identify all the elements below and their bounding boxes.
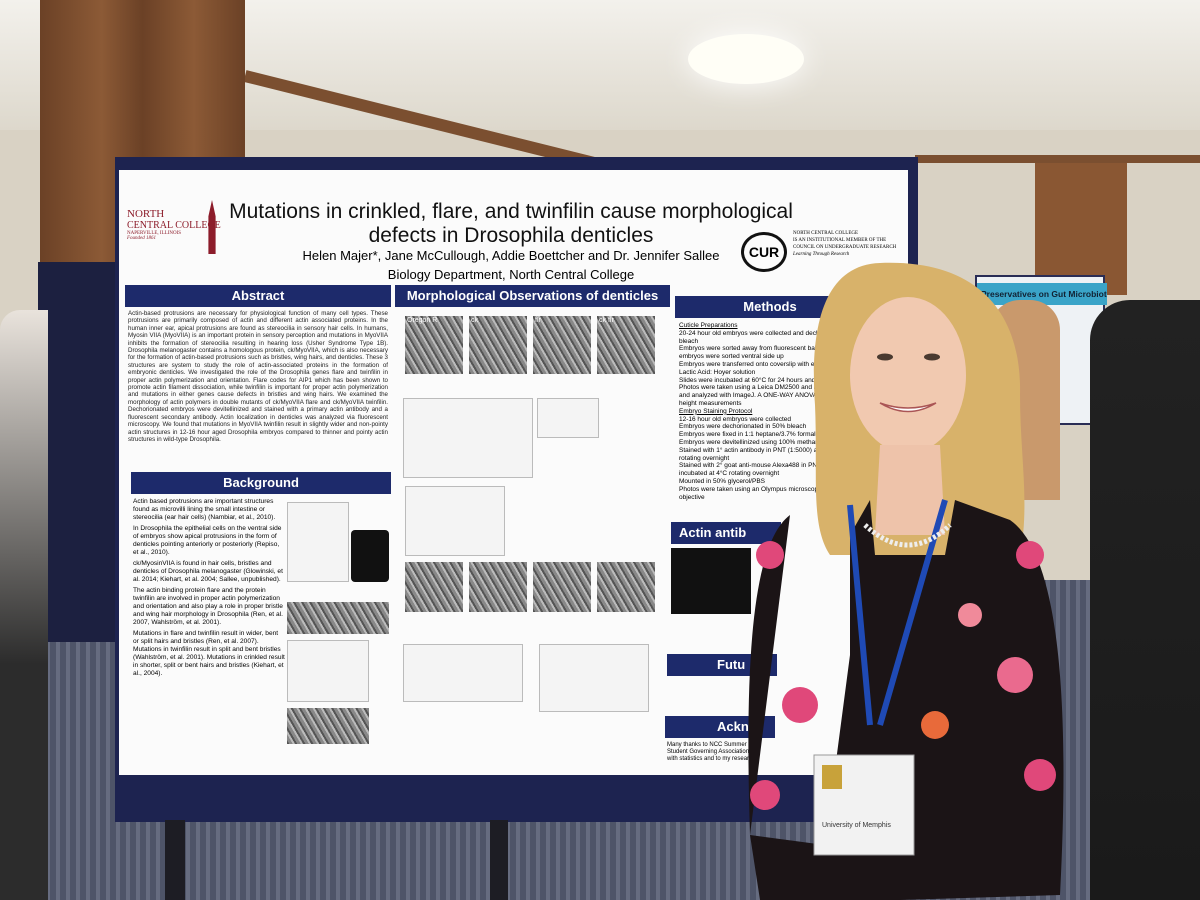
background-list: Actin based protrusions are important st… (133, 498, 285, 768)
necklace (863, 523, 952, 548)
micrograph (469, 316, 527, 374)
logo-text: NORTH (127, 208, 165, 220)
ceiling-light (688, 34, 804, 84)
eye (877, 353, 893, 361)
logo-text: NAPERVILLE, ILLINOIS (127, 231, 182, 236)
figure (403, 644, 523, 702)
easel-leg (490, 820, 508, 900)
badge-text: University of Memphis (822, 822, 891, 829)
fluorescence-image (671, 548, 751, 614)
person (1090, 300, 1200, 900)
micrograph (597, 562, 655, 612)
method-item: 20-24 hour old embryos were collected an… (679, 329, 854, 345)
method-item: Stained with 1° actin antibody in PNT (1… (679, 446, 855, 462)
micrograph (533, 316, 591, 374)
micrograph (405, 316, 463, 374)
micrograph (405, 562, 463, 612)
poster-title: Mutations in crinkled, flare, and twinfi… (229, 200, 793, 247)
badge-logo (822, 765, 842, 789)
method-item: Photos were taken using a Leica DM2500 a… (679, 384, 862, 407)
display-board (38, 262, 120, 642)
micrograph (597, 316, 655, 374)
section-heading: Futu (667, 654, 777, 676)
figure-label: ck flr (599, 317, 614, 324)
method-item: Cuticle Preparations (679, 322, 738, 329)
section-heading: Actin antib (671, 522, 781, 544)
figure (287, 602, 389, 634)
method-item: Embryos were transferred onto coverslip … (679, 360, 860, 376)
eye (924, 353, 940, 361)
figure (539, 644, 649, 712)
department: Biology Department, North Central Colleg… (387, 267, 635, 282)
logo-text: Founded 1861 (127, 236, 157, 241)
wood-panel (1035, 155, 1127, 295)
method-item: Embryo Staining Protocol (679, 407, 753, 415)
method-item: Photos were taken using an Olympus micro… (679, 485, 857, 501)
section-heading: Abstract (125, 285, 391, 307)
method-item: Embryos were dechorionated in 50% bleach (679, 423, 807, 431)
neck (875, 445, 945, 535)
bullet: Mutations in flare and twinfilin result … (133, 630, 285, 677)
side-sign: Preservatives on Gut Microbiota (977, 283, 1107, 305)
smile (879, 402, 937, 413)
figure (287, 708, 369, 744)
authors: Helen Majer*, Jane McCullough, Addie Boe… (302, 248, 720, 263)
micrograph (533, 562, 591, 612)
cur-line: IS AN INSTITUTIONAL MEMBER OF THE (793, 238, 887, 243)
method-item: Stained with 2° goat anti-mouse Alexa488… (679, 462, 857, 478)
cur-line: NORTH CENTRAL COLLEGE (793, 231, 859, 236)
person (0, 310, 48, 900)
method-item: Mounted in 50% glycerol/PBS (679, 477, 765, 485)
figure (287, 640, 369, 702)
figure-label: flr (535, 317, 541, 324)
cur-mark: CUR (741, 232, 787, 272)
poster: Mutations in crinkled, flare, and twinfi… (119, 170, 908, 775)
floral-print (750, 541, 1056, 810)
figure-label: Oregon R (407, 317, 438, 324)
method-item: Embryos were devitellinized using 100% m… (679, 438, 824, 446)
cur-line: Learning Through Research (793, 252, 850, 257)
abstract-text: Actin-based protrusions are necessary fo… (128, 310, 388, 443)
method-item: Embryos were fixed in 1:1 heptane/3.7% f… (679, 431, 868, 439)
logo-text: CENTRAL COLLEGE (127, 220, 221, 231)
methods-list: Cuticle Preparations 20-24 hour old embr… (679, 322, 869, 512)
method-item: Slides were incubated at 60°C for 24 hou… (679, 376, 837, 384)
figure-label: ck (471, 317, 478, 324)
ack-text: Many thanks to NCC Summer Student Govern… (667, 742, 756, 762)
face (850, 297, 966, 453)
presenter (748, 262, 1064, 900)
section-heading: Ackn (665, 716, 775, 738)
cur-text: NORTH CENTRAL COLLEGE IS AN INSTITUTIONA… (793, 230, 908, 258)
bullet: The actin binding protein flare and the … (133, 587, 283, 626)
college-logo: NORTH CENTRAL COLLEGE NAPERVILLE, ILLINO… (127, 200, 227, 254)
section-heading: Methods (675, 296, 865, 318)
cur-line: COUNCIL ON UNDERGRADUATE RESEARCH (793, 245, 897, 250)
method-item: 12-16 hour old embryos were collected (679, 415, 792, 423)
bullet: Actin based protrusions are important st… (133, 498, 276, 521)
figure (537, 398, 599, 438)
jacket (748, 500, 1064, 900)
section-heading: Background (131, 472, 391, 494)
easel-leg (165, 820, 185, 900)
wall-trim (915, 155, 1200, 163)
figure (405, 486, 505, 556)
figure (287, 502, 349, 582)
bullet: ck/MyosinVIIA is found in hair cells, br… (133, 560, 283, 583)
section-heading: Morphological Observations of denticles (395, 285, 670, 307)
figure (403, 398, 533, 478)
figure (351, 530, 389, 582)
bullet: In Drosophila the epithelial cells on th… (133, 525, 282, 556)
method-item: Embryos were sorted away from fluorescen… (679, 345, 865, 361)
micrograph (469, 562, 527, 612)
tower-icon (208, 200, 216, 254)
